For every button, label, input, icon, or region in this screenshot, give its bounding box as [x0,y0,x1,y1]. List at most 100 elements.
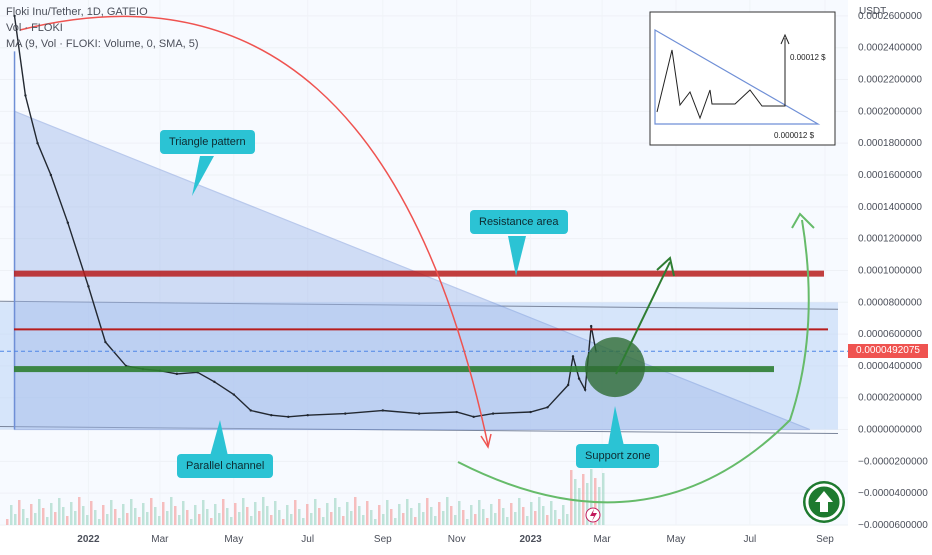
volume-bar [542,506,545,525]
volume-bar [514,512,517,525]
volume-bar [98,519,101,525]
volume-bar [274,501,277,525]
volume-bar [502,508,505,525]
volume-bar [62,507,65,525]
y-tick-label: 0.0001400000 [858,202,922,213]
volume-bar [174,506,177,525]
volume-bar [406,499,409,525]
volume-bar [10,505,13,525]
volume-bar [150,498,153,525]
volume-bar [458,501,461,525]
volume-bar [142,503,145,525]
volume-bar [558,519,561,525]
volume-bar [242,498,245,525]
volume-bar [38,499,41,525]
volume-bar [538,497,541,525]
volume-bar [46,517,49,525]
volume-legend[interactable]: Vol · FLOKI [6,22,63,34]
volume-bar [442,511,445,525]
volume-bar [546,515,549,525]
green-straight-arrow [615,261,671,375]
y-tick-label: 0.0000200000 [858,393,922,404]
volume-bar [178,515,181,525]
volume-bar [222,499,225,525]
volume-bar [122,504,125,525]
volume-bar [190,519,193,525]
volume-bar [346,502,349,525]
volume-bar [402,513,405,525]
volume-bar [166,511,169,525]
y-tick-label: 0.0000800000 [858,297,922,308]
volume-bar [170,497,173,525]
price-point [546,406,549,409]
volume-bar [462,510,465,525]
price-point [175,372,179,376]
volume-bar [430,507,433,525]
volume-bar [278,510,281,525]
ma-legend[interactable]: MA (9, Vol · FLOKI: Volume, 0, SMA, 5) [6,38,199,50]
volume-bar [466,519,469,525]
volume-bar [138,517,141,525]
x-tick-label: May [667,534,686,545]
volume-bar [330,512,333,525]
x-tick-label: Jul [301,534,314,545]
volume-bar [554,510,557,525]
volume-bar [334,498,337,525]
volume-bar [250,516,253,525]
red-curved-arrow [19,15,489,446]
y-axis-unit: USDT [859,6,887,17]
volume-bar [58,498,61,525]
volume-bar [154,507,157,525]
price-point [270,414,273,417]
volume-bar [106,514,109,525]
y-tick-label: 0.0001600000 [858,170,922,181]
channel-bottom-line [0,426,839,435]
x-tick-label: Sep [816,534,834,545]
volume-bar [26,518,29,525]
green-arrow-head [656,256,675,277]
support-line [14,366,774,373]
y-tick-label: 0.0002200000 [858,75,922,86]
price-point [583,388,587,391]
volume-bar [390,509,393,525]
volume-bar [206,509,209,525]
volume-bar [414,517,417,525]
inset-top-value: 0.00012 $ [790,53,826,62]
volume-bar [322,517,325,525]
price-point [87,285,90,288]
price-point [417,412,421,415]
current-price-badge: 0.0000492075 [848,344,928,358]
volume-bar [566,514,569,525]
price-point [529,410,532,414]
volume-bar [426,498,429,525]
volume-bar [410,508,413,525]
volume-bar [438,502,441,525]
triangle-callout-pointer [192,156,214,196]
y-tick-label: 0.0002400000 [858,43,922,54]
volume-bar [470,505,473,525]
up-arrow-circle-icon[interactable] [803,481,845,523]
volume-bar [66,516,69,525]
volume-bar [582,474,585,525]
volume-bar [294,500,297,525]
y-tick-label: 0.0001000000 [858,265,922,276]
volume-bar [378,505,381,525]
channel-callout-pointer [210,420,228,456]
volume-bar [254,502,257,525]
volume-bar [202,500,205,525]
volume-bar [214,504,217,525]
volume-bar [14,514,17,525]
price-point [232,393,236,396]
symbol-legend[interactable]: Floki Inu/Tether, 1D, GATEIO [6,6,148,18]
price-line [13,15,597,418]
volume-bar [86,515,89,525]
volume-bar [210,518,213,525]
volume-bar [286,505,289,525]
volume-bar [270,515,273,525]
callout-triangle-pattern: Triangle pattern [160,130,255,154]
volume-bar [382,514,385,525]
volume-bar [550,501,553,525]
volume-bar [586,483,589,525]
volume-bar [446,497,449,525]
